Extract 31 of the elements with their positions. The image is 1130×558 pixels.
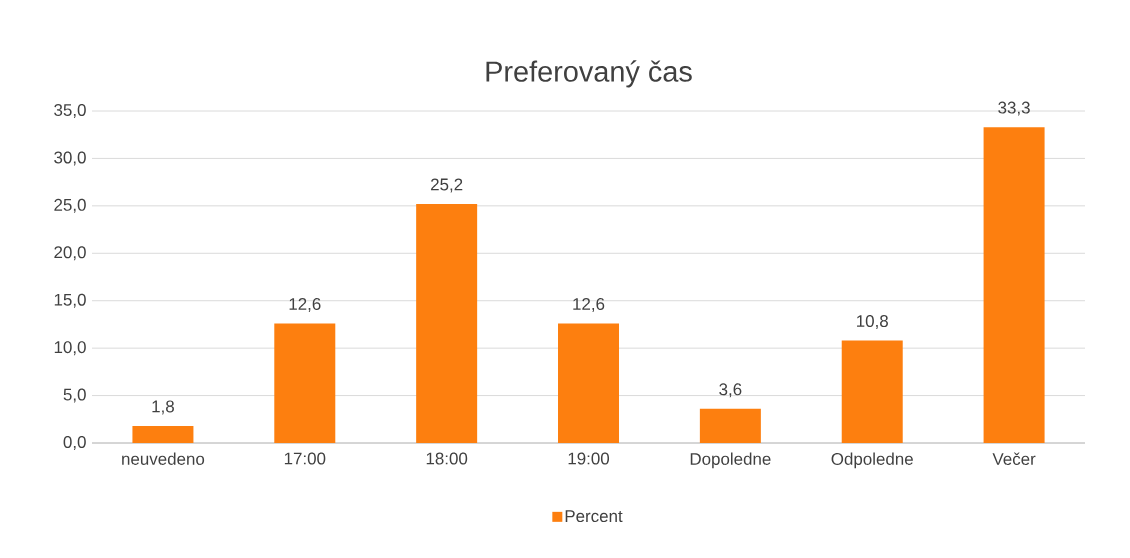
y-tick-label: 0,0 (63, 436, 86, 450)
y-tick-label: 15,0 (54, 293, 86, 308)
y-tick-label: 25,0 (54, 198, 86, 213)
y-tick-label: 35,0 (54, 104, 86, 118)
bar (841, 340, 903, 443)
y-tick-label: 20,0 (54, 246, 86, 261)
bar (983, 127, 1045, 443)
data-label: 25,2 (431, 178, 463, 193)
data-label: 12,6 (573, 297, 605, 312)
x-tick-label: 17:00 (284, 452, 326, 465)
x-tick-label: Dopoledne (690, 452, 771, 469)
bar (699, 408, 761, 443)
y-tick-label: 5,0 (63, 388, 86, 403)
data-label: 1,8 (152, 400, 174, 415)
data-label: 12,6 (289, 297, 321, 312)
bar (558, 323, 620, 443)
data-label: 10,8 (857, 315, 888, 330)
x-tick-label: 19:00 (568, 452, 610, 465)
data-label: 3,6 (719, 383, 742, 398)
chart-title: Preferovaný čas (486, 60, 692, 88)
legend-label: Percent (565, 510, 623, 523)
x-tick-label: Odpoledne (831, 452, 913, 469)
y-tick-label: 30,0 (54, 151, 86, 166)
x-tick-label: 18:00 (426, 452, 468, 465)
bar (274, 323, 336, 443)
x-tick-label: Večer (992, 452, 1036, 466)
data-label: 33,3 (998, 101, 1030, 116)
bar (132, 425, 194, 443)
bar (416, 203, 478, 443)
x-tick-label: neuvedeno (122, 452, 205, 465)
y-tick-label: 10,0 (54, 341, 86, 356)
